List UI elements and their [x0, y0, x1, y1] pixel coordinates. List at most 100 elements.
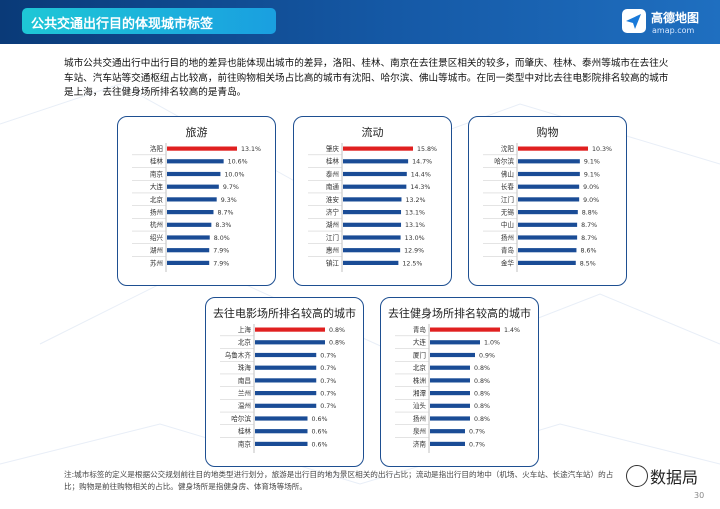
footnote: 注:城市标签的定义是根据公交规划前往目的地类型进行划分，旅游是出行目的地为景区相…: [64, 470, 614, 491]
bar: [255, 340, 325, 345]
data-label: 12.9%: [404, 248, 424, 255]
category-label: 北京: [413, 363, 427, 372]
category-label: 扬州: [413, 414, 426, 423]
category-label: 泰州: [326, 169, 339, 178]
category-label: 无锡: [501, 208, 515, 217]
category-label: 南昌: [238, 376, 251, 385]
data-label: 0.8%: [474, 416, 490, 423]
bar: [255, 416, 308, 421]
bar: [518, 146, 588, 151]
chart-panel-mobility: 流动 肇庆 15.8% 桂林 14.7% 泰州 14.4% 南通 14.3% 淮安 13.2% 济宁…: [293, 116, 452, 286]
data-label: 0.8%: [474, 391, 490, 398]
category-label: 淮安: [326, 195, 340, 204]
watermark: 数据局: [650, 468, 699, 487]
bar: [167, 248, 210, 253]
bar: [343, 197, 402, 202]
data-label: 0.7%: [469, 441, 485, 448]
category-label: 株洲: [413, 376, 427, 385]
bar: [167, 184, 219, 189]
category-label: 沈阳: [501, 144, 514, 153]
data-label: 0.6%: [312, 441, 328, 448]
category-label: 金华: [501, 258, 515, 267]
data-label: 13.0%: [405, 235, 425, 242]
category-label: 青岛: [413, 325, 427, 334]
data-label: 10.6%: [228, 159, 248, 166]
data-label: 0.6%: [312, 429, 328, 436]
chart-panel-cinema: 去往电影场所排名较高的城市 上海 0.8% 北京 0.8% 乌鲁木齐 0.7% 珠海 0.7%…: [205, 297, 364, 467]
category-label: 济南: [413, 439, 427, 448]
chart-cinema: 上海 0.8% 北京 0.8% 乌鲁木齐 0.7% 珠海 0.7% 南昌 0.7% 兰州 0.7% 温州…: [220, 324, 345, 453]
chart-tourism: 洛阳 13.1% 桂林 10.6% 南京 10.0% 大连 9.7% 北京 9.3% 扬州 8.7% 杭…: [132, 143, 261, 272]
chart-mobility: 肇庆 15.8% 桂林 14.7% 泰州 14.4% 南通 14.3% 淮安 13.2% 济宁 13.…: [308, 143, 437, 272]
bar: [167, 146, 237, 151]
category-label: 北京: [150, 195, 164, 204]
bar: [167, 171, 221, 177]
category-label: 湖州: [150, 246, 163, 255]
chart-title: 去往电影场所排名较高的城市: [213, 307, 356, 320]
bar: [167, 222, 212, 227]
data-label: 0.7%: [320, 378, 336, 385]
chart-panel-shopping: 购物 沈阳 10.3% 哈尔滨 9.1% 佛山 9.1% 长春 9.0% 江门 9.0% 无锡 8.8…: [468, 116, 627, 286]
data-label: 9.0%: [583, 184, 599, 191]
category-label: 温州: [238, 401, 251, 410]
bar: [430, 403, 470, 408]
chart-panel-fitness: 去往健身场所排名较高的城市 青岛 1.4% 大连 1.0% 厦门 0.9% 北京 0.8% 株洲…: [380, 297, 539, 467]
bar: [167, 159, 224, 164]
data-label: 1.4%: [504, 327, 520, 334]
bar: [343, 222, 402, 227]
chart-title: 购物: [536, 126, 559, 139]
bar: [255, 378, 317, 383]
bar: [518, 197, 580, 202]
bar: [343, 184, 407, 189]
bar: [167, 235, 210, 240]
data-label: 0.8%: [474, 378, 490, 385]
data-label: 8.8%: [582, 210, 598, 217]
bar: [518, 235, 578, 240]
category-label: 哈尔滨: [494, 157, 514, 166]
category-label: 长春: [501, 182, 515, 191]
bar: [518, 184, 580, 189]
bar: [430, 416, 470, 421]
bar: [430, 441, 465, 446]
bar: [518, 171, 580, 177]
bar: [430, 340, 480, 345]
data-label: 8.7%: [217, 210, 233, 217]
category-label: 乌鲁木齐: [225, 350, 252, 359]
category-label: 大连: [150, 182, 164, 191]
category-label: 苏州: [150, 258, 163, 267]
category-label: 汕头: [413, 401, 427, 410]
category-label: 湖州: [326, 220, 339, 229]
bar: [255, 327, 325, 332]
data-label: 8.6%: [580, 248, 596, 255]
bar: [343, 210, 402, 215]
data-label: 9.1%: [584, 171, 600, 178]
data-label: 0.9%: [479, 352, 495, 359]
category-label: 厦门: [413, 350, 426, 359]
data-label: 7.9%: [213, 248, 229, 255]
bar: [255, 352, 317, 358]
brand-url: amap.com: [652, 26, 695, 35]
brand-name: 高德地图: [651, 11, 700, 25]
data-label: 0.8%: [474, 403, 490, 410]
data-label: 8.7%: [581, 222, 597, 229]
bar: [343, 159, 409, 164]
category-label: 青岛: [501, 246, 515, 255]
chart-title: 旅游: [185, 126, 208, 139]
category-label: 镇江: [326, 258, 340, 267]
data-label: 0.8%: [474, 365, 490, 372]
category-label: 绍兴: [150, 233, 164, 242]
data-label: 0.7%: [469, 429, 485, 436]
bar: [430, 391, 470, 396]
category-label: 南京: [238, 439, 252, 448]
bar: [343, 235, 401, 240]
data-label: 10.3%: [592, 146, 612, 153]
data-label: 0.8%: [329, 327, 345, 334]
chart-shopping: 沈阳 10.3% 哈尔滨 9.1% 佛山 9.1% 长春 9.0% 江门 9.0% 无锡 8.8% 中山…: [483, 143, 612, 272]
data-label: 14.7%: [412, 159, 432, 166]
bar: [255, 391, 317, 396]
bar: [430, 327, 500, 332]
bar: [167, 210, 214, 215]
wechat-icon: [626, 465, 648, 487]
data-label: 8.3%: [215, 222, 231, 229]
bar: [343, 146, 413, 151]
